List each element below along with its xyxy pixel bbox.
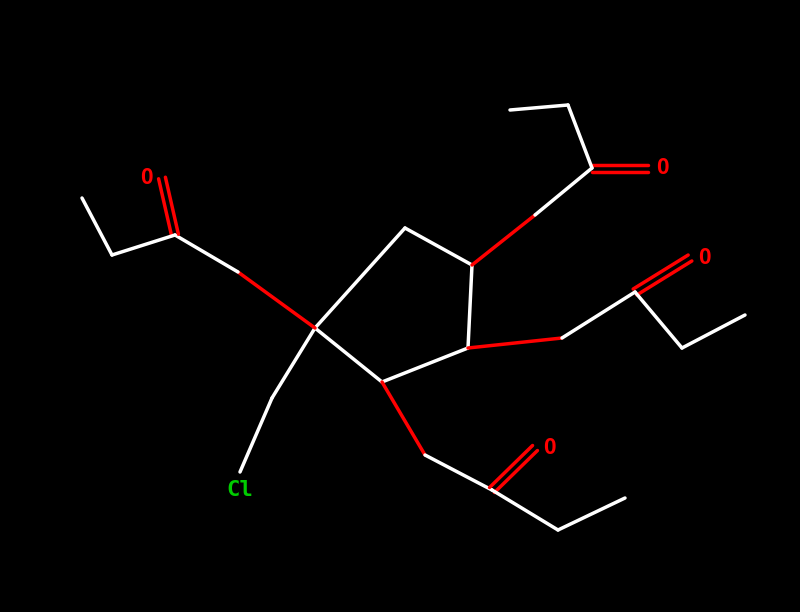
Text: O: O	[542, 438, 555, 458]
Text: O: O	[698, 248, 710, 268]
Text: Cl: Cl	[226, 480, 254, 500]
Text: O: O	[656, 158, 668, 178]
Text: O: O	[140, 168, 152, 188]
